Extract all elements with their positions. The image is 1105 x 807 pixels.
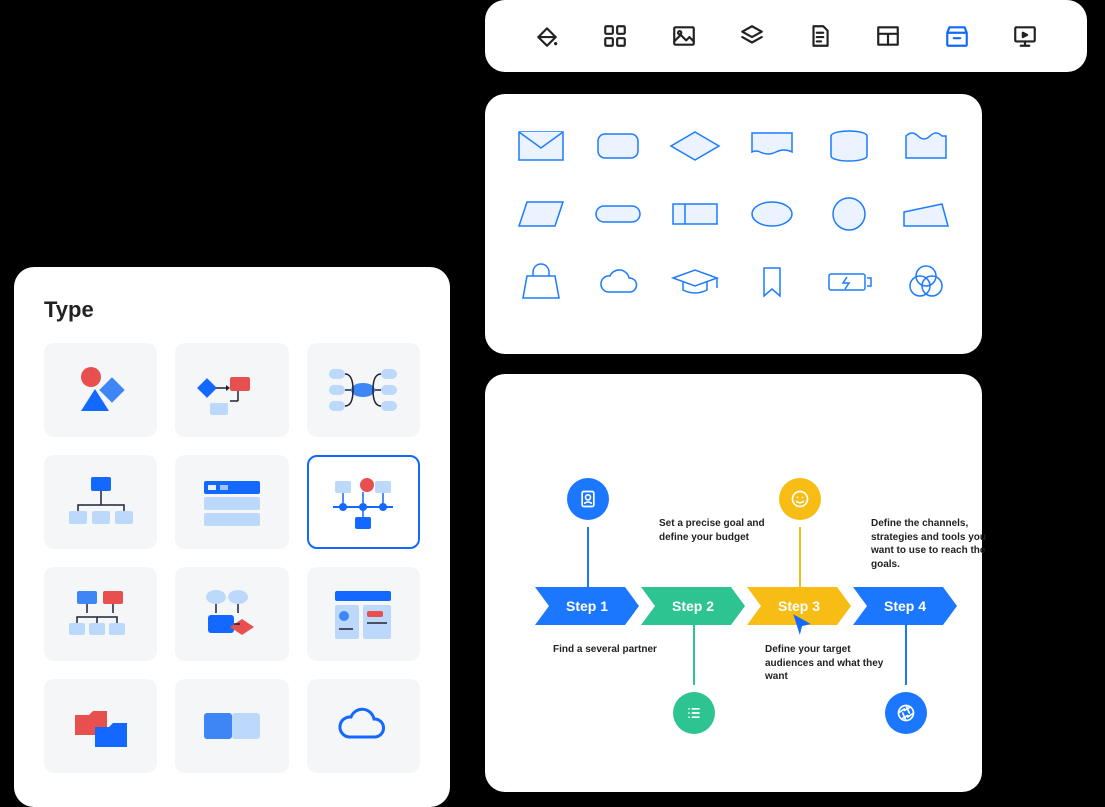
shape-battery[interactable]: [816, 258, 883, 306]
shape-split-rect[interactable]: [661, 190, 728, 238]
shape-trapezoid[interactable]: [893, 190, 960, 238]
timeline-icon-smiley: [779, 478, 821, 520]
shape-envelope[interactable]: [507, 122, 574, 170]
shape-venn[interactable]: [893, 258, 960, 306]
step-description: Find a several partner: [553, 643, 673, 657]
shape-parallelogram[interactable]: [507, 190, 574, 238]
preview-panel: Step 1 Find a several partner Step 2 Set a …: [485, 374, 982, 792]
shape-circle[interactable]: [816, 190, 883, 238]
shape-diamond[interactable]: [661, 122, 728, 170]
shape-cylinder[interactable]: [816, 122, 883, 170]
type-panel: Type: [14, 267, 450, 807]
step-description: Define the channels, strategies and tool…: [871, 517, 991, 571]
step-arrow-1[interactable]: Step 1: [535, 587, 639, 625]
shape-cloud[interactable]: [584, 258, 651, 306]
cursor-icon: [789, 611, 815, 642]
archive-icon[interactable]: [942, 21, 972, 51]
type-table-rows[interactable]: [175, 455, 288, 549]
preview-stage[interactable]: Step 1 Find a several partner Step 2 Set a …: [503, 392, 964, 774]
shape-ellipse[interactable]: [738, 190, 805, 238]
layout-icon[interactable]: [873, 21, 903, 51]
type-timeline[interactable]: [307, 455, 420, 549]
timeline-icon-contact: [567, 478, 609, 520]
type-folders[interactable]: [44, 679, 157, 773]
type-tree[interactable]: [44, 567, 157, 661]
toolbar: [485, 0, 1087, 72]
type-org-chart[interactable]: [44, 455, 157, 549]
presentation-icon[interactable]: [1010, 21, 1040, 51]
document-icon[interactable]: [805, 21, 835, 51]
timeline-icon-list: [673, 692, 715, 734]
shape-wave-rect[interactable]: [893, 122, 960, 170]
fill-icon[interactable]: [532, 21, 562, 51]
timeline-stem: [905, 625, 907, 685]
step-arrow-2[interactable]: Step 2: [641, 587, 745, 625]
timeline-stem: [587, 527, 589, 587]
image-icon[interactable]: [669, 21, 699, 51]
step-arrow-4[interactable]: Step 4: [853, 587, 957, 625]
type-basic-shapes[interactable]: [44, 343, 157, 437]
type-mindmap[interactable]: [307, 343, 420, 437]
shape-graduation-cap[interactable]: [661, 258, 728, 306]
timeline-stem: [693, 625, 695, 685]
timeline-stem: [799, 527, 801, 587]
type-panel-title: Type: [44, 297, 420, 323]
type-flowchart[interactable]: [175, 343, 288, 437]
shapes-panel: [485, 94, 982, 354]
shape-shopping-bag[interactable]: [507, 258, 574, 306]
shape-capsule[interactable]: [584, 190, 651, 238]
layers-icon[interactable]: [737, 21, 767, 51]
type-process[interactable]: [175, 567, 288, 661]
shape-bookmark[interactable]: [738, 258, 805, 306]
type-blocks[interactable]: [175, 679, 288, 773]
type-cloud[interactable]: [307, 679, 420, 773]
apps-icon[interactable]: [600, 21, 630, 51]
timeline-icon-aperture: [885, 692, 927, 734]
type-layout[interactable]: [307, 567, 420, 661]
shape-flag[interactable]: [738, 122, 805, 170]
shape-rounded-rect[interactable]: [584, 122, 651, 170]
step-description: Set a precise goal and define your budge…: [659, 517, 779, 544]
step-description: Define your target audiences and what th…: [765, 643, 885, 684]
